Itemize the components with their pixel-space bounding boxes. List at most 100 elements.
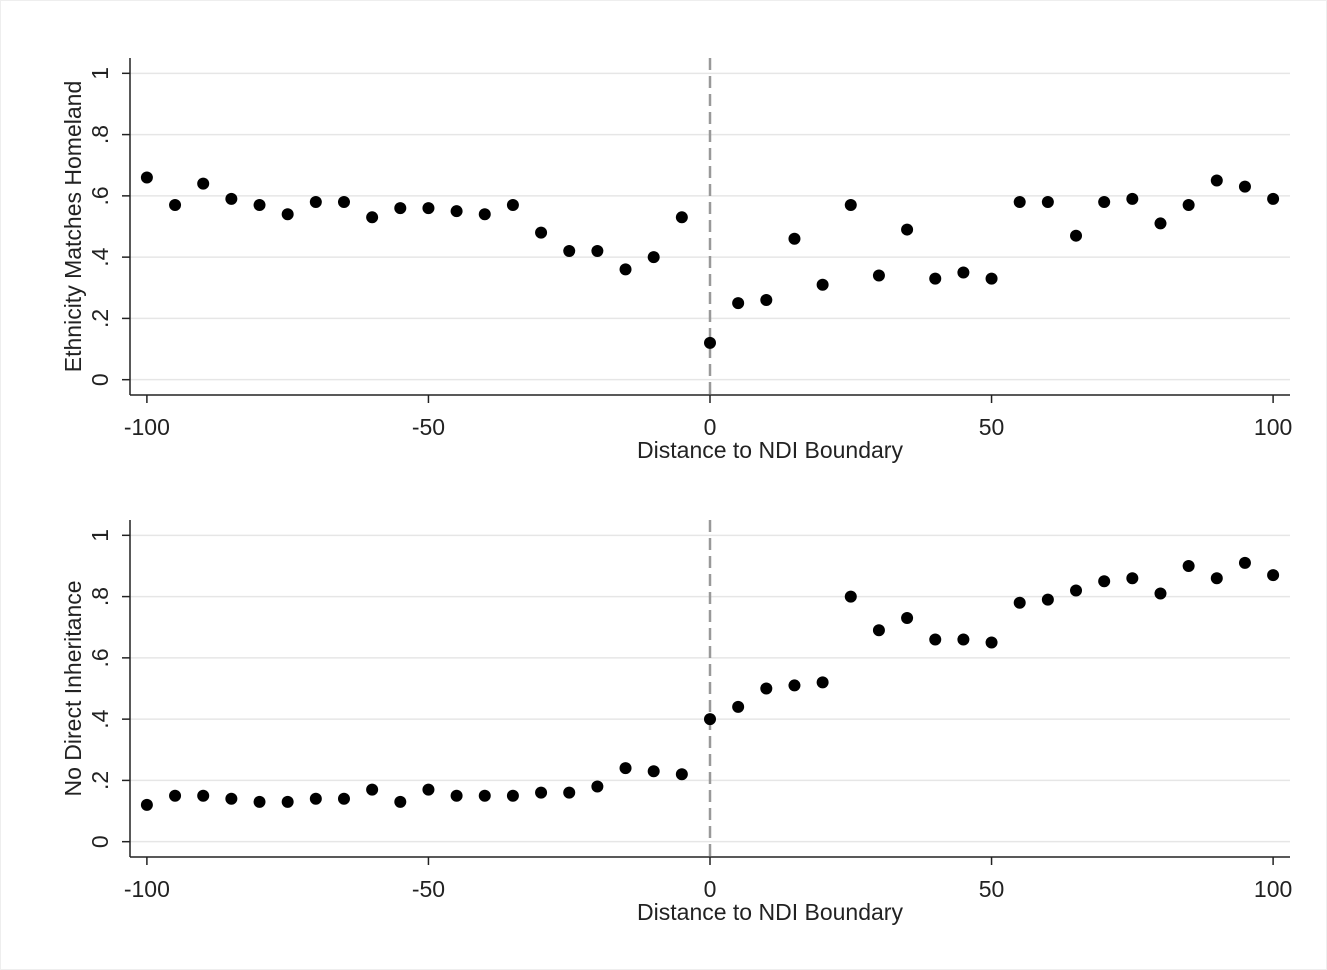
point [872,269,885,282]
point [1013,596,1026,609]
point [957,633,970,646]
point [1238,180,1251,193]
point [760,682,773,695]
point [309,792,322,805]
point [985,636,998,649]
point [872,624,885,637]
point [225,792,238,805]
y-tick-label: .6 [87,186,113,205]
point [675,211,688,224]
point [591,780,604,793]
point [197,789,210,802]
y-tick-label: .4 [87,247,113,266]
point [957,266,970,279]
point [844,199,857,212]
y-axis-title: Ethnicity Matches Homeland [60,81,86,372]
point [506,199,519,212]
x-tick-label: -50 [412,414,445,440]
point [1041,195,1054,208]
point [366,211,379,224]
point [394,202,407,215]
point [816,676,829,689]
x-tick-label: 0 [704,414,717,440]
point [140,171,153,184]
y-tick-label: .8 [87,587,113,606]
point [450,205,463,218]
point [1210,174,1223,187]
point [309,195,322,208]
point [675,768,688,781]
point [140,798,153,811]
point [647,765,660,778]
point [732,700,745,713]
point [901,223,914,236]
point [985,272,998,285]
point [563,786,576,799]
point [478,789,491,802]
point [816,278,829,291]
point [929,633,942,646]
point [788,232,801,245]
point [760,294,773,307]
point [732,297,745,310]
y-axis-title: No Direct Inheritance [60,580,86,796]
point [844,590,857,603]
point [281,795,294,808]
y-tick-label: 0 [87,373,113,386]
point [619,263,632,276]
point [704,713,716,726]
point [1238,556,1251,569]
point [1126,192,1139,205]
point [1154,217,1167,230]
point [169,789,182,802]
point [1098,195,1111,208]
point [450,789,463,802]
point [929,272,942,285]
point [1098,575,1111,588]
point [619,762,632,775]
point [225,192,238,205]
point [535,226,548,239]
point [1070,229,1083,242]
point [253,199,266,212]
y-tick-label: .2 [87,771,113,790]
y-tick-label: .4 [87,709,113,728]
x-tick-label: -100 [124,876,170,902]
x-tick-label: 50 [979,876,1005,902]
x-tick-label: 100 [1254,876,1292,902]
point [366,783,379,796]
x-tick-label: 100 [1254,414,1292,440]
point [1070,584,1083,597]
y-tick-label: 0 [87,835,113,848]
x-axis-title: Distance to NDI Boundary [637,437,903,463]
point [563,245,576,258]
point [1041,593,1054,606]
point [704,336,716,349]
point [901,612,914,625]
point [197,177,210,190]
point [535,786,548,799]
point [1126,572,1139,585]
point [506,789,519,802]
x-tick-label: 50 [979,414,1005,440]
y-tick-label: .2 [87,309,113,328]
point [422,202,435,215]
y-tick-label: 1 [87,529,113,542]
point [281,208,294,221]
point [1267,569,1280,582]
x-tick-label: -50 [412,876,445,902]
point [1267,192,1280,205]
point [1154,587,1167,600]
point [422,783,435,796]
y-tick-label: 1 [87,67,113,80]
point [591,245,604,258]
point [788,679,801,692]
point [1182,559,1195,572]
point [337,792,350,805]
point [337,195,350,208]
point [1182,199,1195,212]
y-tick-label: .8 [87,125,113,144]
point [478,208,491,221]
